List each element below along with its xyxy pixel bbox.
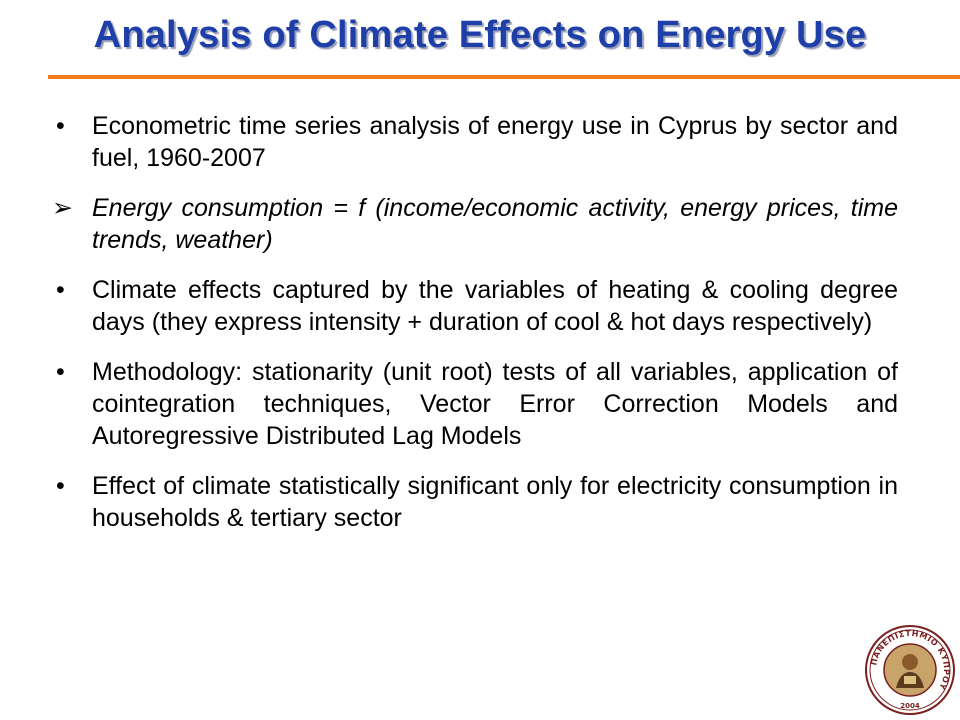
bullet-dot-icon: • <box>56 358 65 386</box>
bullet-text: Energy consumption = f (income/economic … <box>92 194 898 254</box>
bullet-item: ➢ Energy consumption = f (income/economi… <box>52 192 898 256</box>
bullet-item: • Climate effects captured by the variab… <box>52 274 898 338</box>
seal-year: 2004 <box>900 702 920 710</box>
bullet-text: Econometric time series analysis of ener… <box>92 112 898 172</box>
bullet-item: • Effect of climate statistically signif… <box>52 470 898 534</box>
bullet-dot-icon: • <box>56 472 65 500</box>
bullet-text: Climate effects captured by the variable… <box>92 276 898 336</box>
bullet-list: • Econometric time series analysis of en… <box>52 110 898 552</box>
bullet-dot-icon: • <box>56 112 65 140</box>
slide-title: Analysis of Climate Effects on Energy Us… <box>93 14 867 56</box>
bullet-dot-icon: • <box>56 276 65 304</box>
title-underline <box>48 75 960 79</box>
bullet-text: Methodology: stationarity (unit root) te… <box>92 358 898 450</box>
bullet-text: Effect of climate statistically signific… <box>92 472 898 532</box>
bullet-item: • Methodology: stationarity (unit root) … <box>52 356 898 452</box>
university-seal-icon: ΠΑΝΕΠΙΣΤΗΜΙΟ ΚΥΠΡΟΥ 2004 <box>865 625 955 715</box>
bullet-item: • Econometric time series analysis of en… <box>52 110 898 174</box>
arrow-bullet-icon: ➢ <box>52 194 73 222</box>
